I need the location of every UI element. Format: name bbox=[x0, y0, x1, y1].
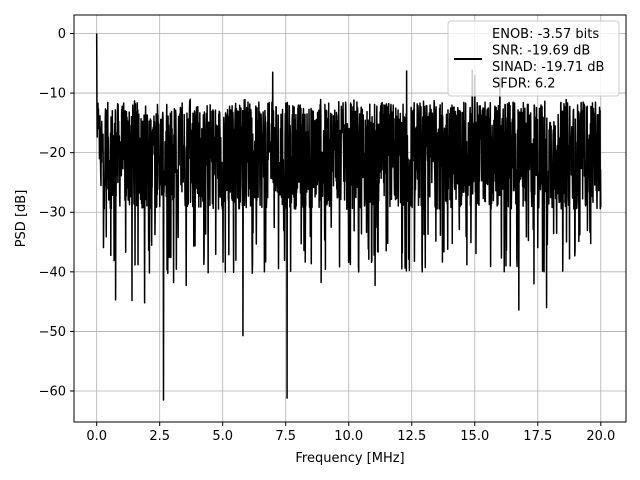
y-tick-label: −60 bbox=[39, 385, 66, 400]
x-tick-label: 5.0 bbox=[212, 429, 233, 444]
legend-sinad: SINAD: -19.71 dB bbox=[492, 60, 604, 75]
y-tick-label: −30 bbox=[39, 206, 66, 221]
x-axis-label: Frequency [MHz] bbox=[295, 451, 404, 466]
y-axis-label: PSD [dB] bbox=[14, 190, 29, 248]
series-layer bbox=[95, 33, 602, 401]
x-tick-label: 2.5 bbox=[149, 429, 170, 444]
x-axis-ticks: 0.0 2.5 5.0 7.5 10.0 12.5 15.0 17.5 20.0 bbox=[86, 422, 615, 444]
x-tick-label: 7.5 bbox=[275, 429, 296, 444]
x-tick-label: 20.0 bbox=[586, 429, 615, 444]
y-tick-label: −20 bbox=[39, 146, 66, 161]
legend-sfdr: SFDR: 6.2 bbox=[492, 77, 556, 92]
x-tick-label: 0.0 bbox=[86, 429, 107, 444]
y-tick-label: −50 bbox=[39, 325, 66, 340]
x-tick-label: 12.5 bbox=[397, 429, 426, 444]
legend-snr: SNR: -19.69 dB bbox=[492, 44, 590, 59]
x-tick-label: 17.5 bbox=[523, 429, 552, 444]
y-axis-ticks: 0 −10 −20 −30 −40 −50 −60 bbox=[39, 27, 74, 400]
legend-enob: ENOB: -3.57 bits bbox=[492, 27, 599, 42]
plot-frame bbox=[73, 14, 627, 423]
x-tick-label: 10.0 bbox=[334, 429, 363, 444]
psd-series-line bbox=[95, 33, 602, 401]
legend-box bbox=[447, 20, 620, 97]
y-tick-label: −10 bbox=[39, 87, 66, 102]
legend: ENOB: -3.57 bits SNR: -19.69 dB SINAD: -… bbox=[447, 20, 620, 97]
y-tick-label: −40 bbox=[39, 265, 66, 280]
x-tick-label: 15.0 bbox=[460, 429, 489, 444]
y-tick-label: 0 bbox=[58, 27, 66, 42]
